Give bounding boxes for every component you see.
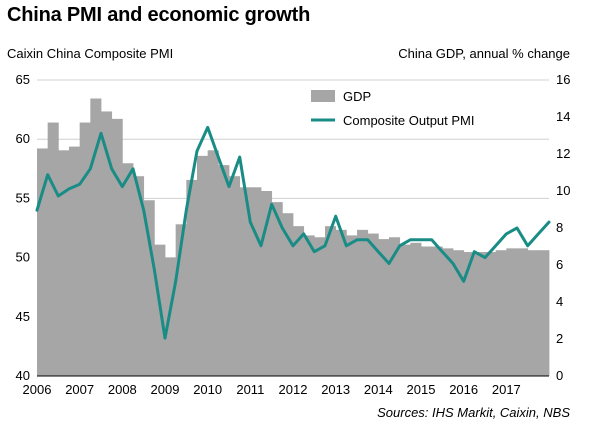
gdp-bar bbox=[325, 226, 337, 376]
x-tick-label: 2010 bbox=[193, 382, 222, 397]
x-tick-label: 2008 bbox=[108, 382, 137, 397]
right-tick-label: 2 bbox=[556, 331, 563, 346]
gdp-bar bbox=[186, 179, 198, 376]
gdp-bar bbox=[495, 250, 507, 376]
gdp-bar bbox=[474, 252, 486, 376]
gdp-bar bbox=[90, 98, 102, 376]
gdp-bar bbox=[357, 229, 369, 376]
gdp-bar bbox=[261, 191, 273, 376]
x-tick-label: 2006 bbox=[23, 382, 52, 397]
right-axis-title: China GDP, annual % change bbox=[398, 46, 570, 61]
left-axis-title: Caixin China Composite PMI bbox=[7, 46, 174, 61]
gdp-bar bbox=[314, 237, 326, 376]
gdp-bar bbox=[410, 242, 422, 376]
gdp-bar bbox=[463, 252, 475, 376]
gdp-bar bbox=[282, 213, 294, 376]
gdp-bar bbox=[197, 155, 209, 376]
right-tick-label: 12 bbox=[556, 146, 570, 161]
gdp-bar bbox=[175, 224, 187, 376]
gdp-bar bbox=[506, 248, 518, 376]
legend-gdp-swatch bbox=[311, 90, 335, 102]
gdp-bar bbox=[69, 146, 81, 376]
gdp-bar bbox=[399, 244, 411, 376]
gdp-bar bbox=[335, 229, 347, 376]
gdp-bar bbox=[389, 237, 401, 376]
left-tick-label: 50 bbox=[16, 250, 30, 265]
gdp-bar bbox=[421, 246, 433, 376]
gdp-bar bbox=[37, 148, 49, 376]
x-tick-label: 2014 bbox=[364, 382, 393, 397]
x-tick-label: 2016 bbox=[449, 382, 478, 397]
gdp-bar bbox=[101, 111, 113, 376]
gdp-bar bbox=[79, 122, 91, 376]
left-tick-label: 45 bbox=[16, 309, 30, 324]
gdp-bar bbox=[527, 250, 539, 376]
gdp-bar bbox=[517, 248, 529, 376]
gdp-bar bbox=[303, 235, 315, 376]
chart-title: China PMI and economic growth bbox=[7, 4, 311, 26]
source-note: Sources: IHS Markit, Caixin, NBS bbox=[377, 405, 570, 420]
gdp-bar bbox=[271, 202, 283, 376]
gdp-bar bbox=[367, 233, 379, 376]
x-tick-label: 2012 bbox=[279, 382, 308, 397]
x-tick-label: 2015 bbox=[407, 382, 436, 397]
gdp-bar bbox=[229, 176, 241, 376]
x-tick-label: 2011 bbox=[236, 382, 264, 397]
gdp-bar bbox=[431, 246, 443, 376]
left-tick-label: 60 bbox=[16, 131, 30, 146]
gdp-bar bbox=[47, 122, 59, 376]
gdp-bar bbox=[143, 200, 155, 376]
legend-pmi-label: Composite Output PMI bbox=[343, 113, 475, 128]
right-tick-label: 14 bbox=[556, 109, 570, 124]
gdp-bar bbox=[538, 250, 550, 376]
right-tick-label: 10 bbox=[556, 183, 570, 198]
gdp-bar bbox=[239, 187, 251, 376]
right-tick-label: 8 bbox=[556, 220, 563, 235]
x-tick-label: 2017 bbox=[492, 382, 521, 397]
left-tick-label: 55 bbox=[16, 190, 30, 205]
right-tick-label: 4 bbox=[556, 294, 563, 309]
legend-gdp-label: GDP bbox=[343, 89, 371, 104]
pmi-line bbox=[35, 125, 551, 340]
right-tick-label: 0 bbox=[556, 368, 563, 383]
gdp-bar bbox=[485, 252, 497, 376]
x-tick-label: 2007 bbox=[65, 382, 94, 397]
left-tick-label: 40 bbox=[16, 368, 30, 383]
left-tick-label: 65 bbox=[16, 72, 30, 87]
gdp-bar bbox=[58, 150, 70, 376]
gdp-bar bbox=[378, 239, 390, 376]
gdp-bar bbox=[111, 118, 123, 376]
x-tick-label: 2013 bbox=[321, 382, 350, 397]
right-tick-label: 16 bbox=[556, 72, 570, 87]
gdp-bar bbox=[250, 187, 262, 376]
gdp-bar bbox=[133, 176, 145, 376]
gdp-bar bbox=[346, 235, 358, 376]
gdp-bar bbox=[453, 250, 465, 376]
gdp-bar bbox=[207, 150, 219, 376]
x-tick-label: 2009 bbox=[151, 382, 180, 397]
gdp-bar bbox=[442, 248, 454, 376]
gdp-bar bbox=[122, 163, 134, 376]
right-tick-label: 6 bbox=[556, 257, 563, 272]
gdp-bar bbox=[293, 226, 305, 376]
gdp-bar bbox=[218, 165, 230, 376]
